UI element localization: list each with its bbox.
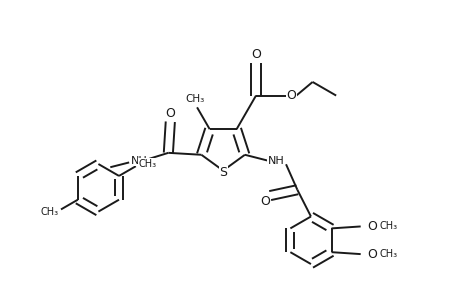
Text: CH₃: CH₃ — [378, 221, 396, 231]
Text: O: O — [251, 48, 260, 61]
Text: S: S — [218, 167, 227, 179]
Text: CH₃: CH₃ — [378, 249, 396, 259]
Text: CH₃: CH₃ — [185, 94, 204, 104]
Text: CH₃: CH₃ — [40, 207, 58, 217]
Text: NH: NH — [267, 156, 284, 166]
Text: O: O — [165, 107, 175, 120]
Text: O: O — [260, 195, 270, 208]
Text: CH₃: CH₃ — [138, 159, 156, 169]
Text: O: O — [366, 220, 376, 233]
Text: O: O — [366, 248, 376, 261]
Text: NH: NH — [130, 156, 147, 166]
Text: O: O — [286, 89, 296, 102]
